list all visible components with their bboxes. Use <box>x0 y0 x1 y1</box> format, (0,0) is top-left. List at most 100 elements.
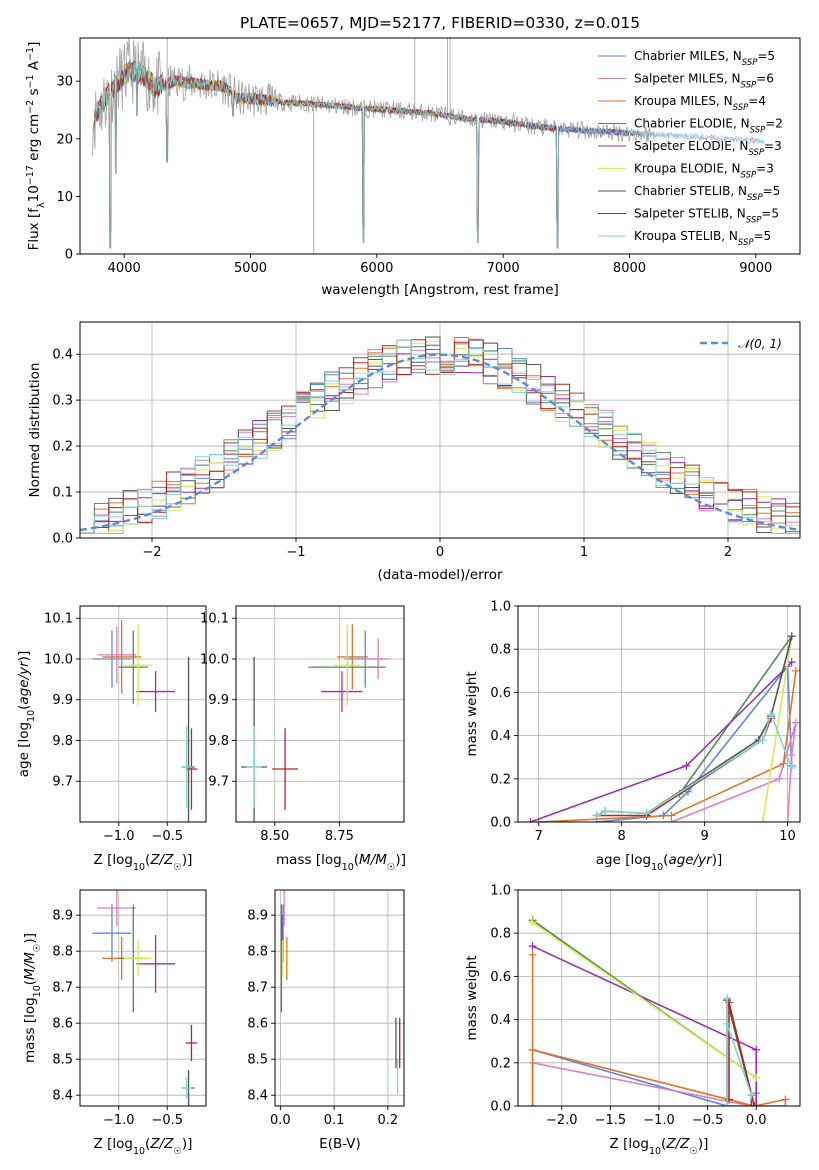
spectrum-ylabel-part: A <box>26 60 42 74</box>
massweight-vs-Z-xlabel: Z [log10(Z/Z☉)] <box>610 1136 709 1157</box>
mass-vs-Z-xlabel-part: )] <box>182 1136 193 1152</box>
spectrum-frame <box>79 37 801 255</box>
age-vs-mass-xlabel-part: ☉ <box>387 862 396 873</box>
legend-text: =3 <box>756 162 774 176</box>
legend-label-chabrier_elodie: Chabrier ELODIE, NSSP=2 <box>634 117 783 136</box>
spectrum-ylabel-part: −17 <box>25 165 36 185</box>
massweight_vs_Z-marker-kroupa_stelib <box>723 994 732 1002</box>
massweight_vs_age-marker-salpeter_elodie <box>787 658 796 667</box>
mass_vs_Z-panel: −1.0 −0.58.48.58.68.78.88.9Z [log10(Z/Z☉)… <box>22 889 207 1157</box>
legend-label-salpeter_stelib: Salpeter STELIB, NSSP=5 <box>634 207 779 226</box>
legend-text: =5 <box>754 229 772 243</box>
age_vs_Z-errorbar-point <box>123 624 153 706</box>
age-vs-Z-xlabel-part: ☉ <box>173 862 182 873</box>
legend-subscript: SSP <box>733 103 749 113</box>
residuals-plot-area <box>80 336 800 538</box>
massweight_vs_age-ytick-label: 0.8 <box>490 643 511 658</box>
spectrum-ylabel-part: Flux [f <box>26 207 42 251</box>
spectrum-xtick-label: 6000 <box>360 261 393 276</box>
massweight_vs_Z-plot-area <box>528 916 790 1106</box>
mass_vs_ebv-ytick-label: 8.5 <box>247 1053 268 1068</box>
spectrum-xlabel: wavelength [Angstrom, rest frame] <box>321 282 559 298</box>
massweight_vs_Z-marker-kroupa_miles <box>528 1102 537 1106</box>
massweight_vs_Z-marker-salpeter_elodie <box>752 1045 761 1054</box>
mass_vs_Z-errorbar-point <box>185 1025 198 1061</box>
age_vs_Z-errorbar-point <box>118 630 148 704</box>
massweight_vs_age-line-chabrier_stelib <box>596 635 793 817</box>
spectrum-ytick-label: 0 <box>65 248 73 263</box>
massweight_vs_Z-xtick-label: −0.5 <box>692 1113 724 1128</box>
massweight_vs_Z-ytick-label: 0.8 <box>490 927 511 942</box>
massweight-vs-age-xlabel-part: age [log <box>596 852 651 868</box>
massweight_vs_age-marker-salpeter_miles <box>783 818 792 822</box>
massweight_vs_age-marker-kroupa_elodie <box>758 818 767 822</box>
massweight_vs_age-marker-kroupa_stelib <box>601 807 610 816</box>
massweight_vs_age-xtick-label: 8 <box>618 829 626 844</box>
spectrum-xtick-label: 7000 <box>487 261 520 276</box>
massweight_vs_age-marker-salpeter_elodie <box>682 761 691 770</box>
age_vs_Z-xtick-label: −0.5 <box>151 829 183 844</box>
age_vs_mass-xtick-label: 8.75 <box>325 829 354 844</box>
massweight_vs_age-marker-salpeter_miles <box>791 718 800 727</box>
mass_vs_Z-errorbar-point <box>92 904 132 962</box>
massweight_vs_age-ylabel: mass weight <box>464 671 480 756</box>
spectrum-ylabel-part: −2 <box>25 100 36 114</box>
mass-vs-Z-ylabel-part: ( <box>22 980 38 985</box>
mass_vs_Z-ytick-label: 8.4 <box>52 1089 73 1104</box>
legend-label-salpeter_miles: Salpeter MILES, NSSP=6 <box>634 72 774 91</box>
age_vs_Z-errorbar-point <box>180 726 193 808</box>
legend-text: =5 <box>763 184 781 198</box>
massweight_vs_Z-xtick-label: −1.0 <box>643 1113 675 1128</box>
legend-text: =2 <box>765 117 783 131</box>
massweight_vs_age-marker-chabrier_stelib <box>787 632 796 641</box>
massweight_vs_Z-ytick-label: 1.0 <box>490 884 511 899</box>
legend-text: Salpeter STELIB, N <box>634 207 746 221</box>
massweight_vs_age-line-kroupa_stelib <box>596 711 793 817</box>
residuals-xtick-label: −2 <box>142 545 161 560</box>
massweight_vs_age-xtick-label: 9 <box>700 829 708 844</box>
spectrum-ylabel-part: ] <box>26 42 42 47</box>
mass_vs_ebv-panel: 0.0 0.1 0.2 8.4 8.5 8.6 8.7 8.8 8.9 E(B-V) <box>247 889 405 1152</box>
spectrum-legend: Chabrier MILES, NSSP=5 Salpeter MILES, NS… <box>598 49 783 248</box>
age_vs_Z-ytick-label: 10.0 <box>44 652 73 667</box>
mass_vs_Z-errorbar-point <box>136 935 175 993</box>
spectrum-ylabel-part: s <box>26 88 42 99</box>
age_vs_mass-ytick-label: 10.1 <box>200 612 229 627</box>
age-vs-mass-xlabel-part: )] <box>395 852 406 868</box>
massweight-vs-age-xlabel-part: ( <box>663 852 668 868</box>
massweight_vs_Z-line-chabrier_stelib <box>726 1000 753 1106</box>
massweight-vs-Z-xlabel-part: )] <box>698 1136 709 1152</box>
residuals-xtick-label: 0 <box>436 545 444 560</box>
age_vs_Z-ytick-label: 9.8 <box>52 734 73 749</box>
massweight_vs_Z-ylabel: mass weight <box>464 955 480 1040</box>
legend-subscript: SSP <box>746 216 762 226</box>
age_vs_Z-ytick-label: 9.7 <box>52 775 73 790</box>
mass-vs-Z-ylabel-part: mass [log <box>22 997 38 1063</box>
legend-label-chabrier_miles: Chabrier MILES, NSSP=5 <box>634 49 775 68</box>
mass_vs_ebv-ytick-label: 8.4 <box>247 1089 268 1104</box>
spectrum-ytick-label: 30 <box>56 75 73 90</box>
age_vs_mass-ytick-label: 9.9 <box>208 693 229 708</box>
age_vs_Z-panel: −1.0 −0.59.79.89.910.010.1Z [log10(Z/Z☉)]… <box>16 605 207 873</box>
massweight_vs_Z-ytick-label: 0.0 <box>490 1100 511 1115</box>
spectrum-model-line-chabrier_elodie <box>93 62 630 249</box>
legend-subscript: SSP <box>741 81 757 91</box>
massweight-vs-Z-xlabel-part: 10 <box>649 1146 661 1157</box>
spectrum-ylabel-part: −1 <box>25 47 36 61</box>
residuals-xtick-label: 1 <box>580 545 588 560</box>
mass_vs_Z-xtick-label: −1.0 <box>103 1113 135 1128</box>
massweight-vs-Z-xlabel-part: Z [log <box>610 1136 649 1152</box>
massweight_vs_Z-marker-kroupa_stelib <box>723 1102 732 1106</box>
age_vs_Z-xtick-label: −1.0 <box>103 829 135 844</box>
residuals-ytick-label: 0.0 <box>52 532 73 547</box>
spectrum-model-line-chabrier_miles <box>93 62 630 249</box>
legend-label-kroupa_miles: Kroupa MILES, NSSP=4 <box>634 94 766 113</box>
mass-vs-Z-xlabel-part: ( <box>145 1136 150 1152</box>
residuals-ytick-label: 0.4 <box>52 348 73 363</box>
massweight_vs_Z-xtick-label: −2.0 <box>546 1113 578 1128</box>
mass-vs-Z-ylabel-part: )] <box>22 933 38 944</box>
legend-label-kroupa_stelib: Kroupa STELIB, NSSP=5 <box>634 229 771 248</box>
age_vs_Z-errorbar-point <box>97 626 137 684</box>
normal-curve <box>80 353 800 532</box>
mass_vs_Z-plot-area <box>92 890 198 1106</box>
